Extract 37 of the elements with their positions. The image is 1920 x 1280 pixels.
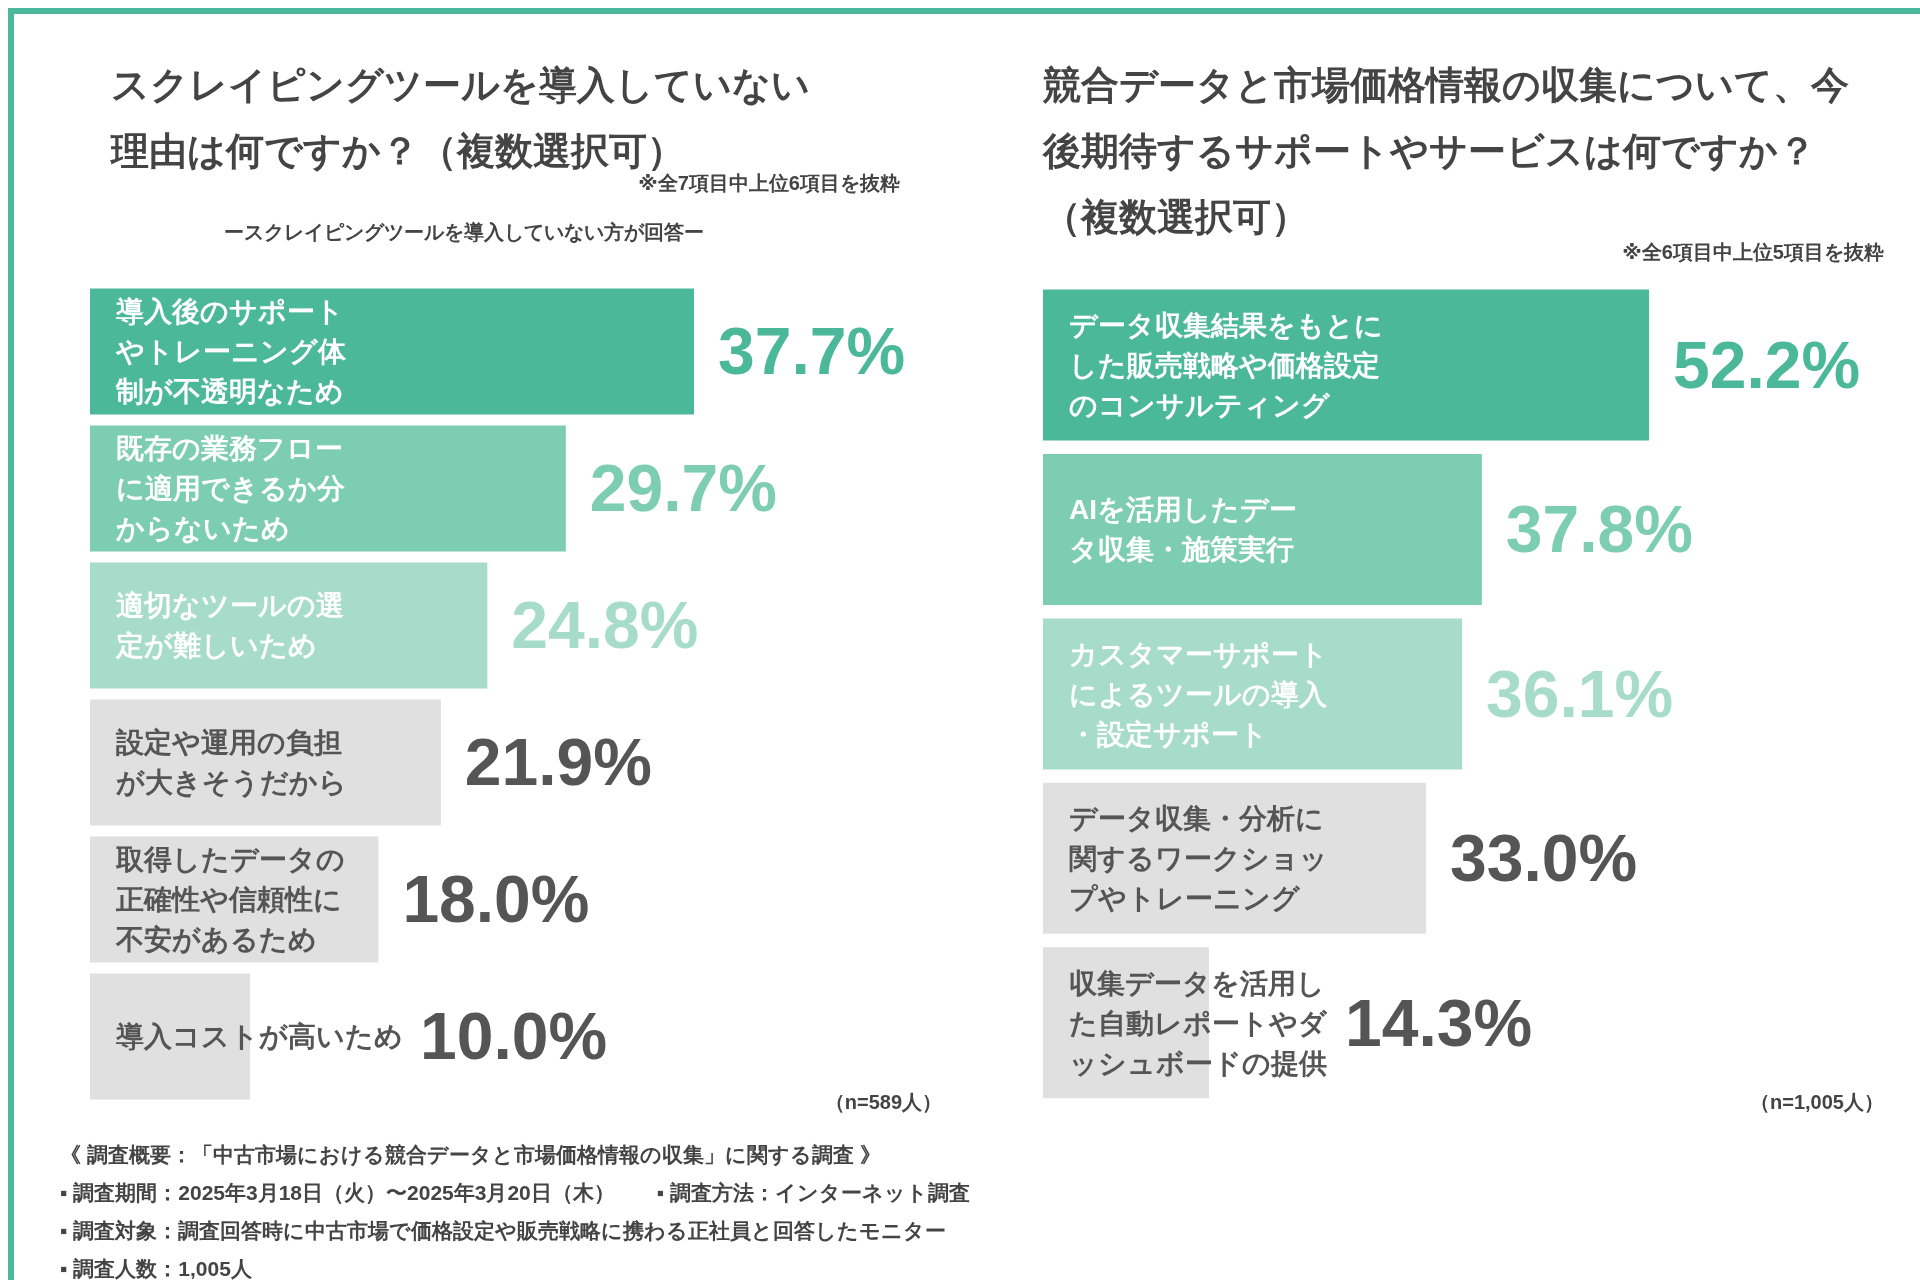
y-tick-label: AIを活用したデータ収集・施策実行 bbox=[1069, 493, 1297, 565]
text: ▪ 調査対象：調査回答時に中古市場で価格設定や販売戦略に携わる正社員と回答したモニター bbox=[60, 1218, 948, 1244]
bar bbox=[90, 288, 694, 415]
text: （n=1,005人） bbox=[1750, 1090, 1884, 1115]
data-label: 14.3% bbox=[1345, 985, 1533, 1060]
y-tick-label: カスタマーサポートによるツールの導入・設定サポート bbox=[1069, 638, 1328, 750]
data-label: 29.7% bbox=[589, 451, 777, 526]
y-tick-label: 適切なツールの選定が難しいため bbox=[115, 589, 344, 661]
y-tick-label: 収集データを活用した自動レポートやダッシュボードの提供 bbox=[1069, 967, 1328, 1079]
text: 《 調査概要：「中古市場における競合データと市場価格情報の収集」に関する調査 》 bbox=[60, 1142, 882, 1168]
data-label: 18.0% bbox=[402, 862, 590, 937]
chart-subtitle: ースクレイピングツールを導入していない方が回答ー bbox=[224, 220, 704, 245]
chart-title: 競合データと市場価格情報の収集について、今後期待するサポートやサービスは何ですか？（複数選択可） bbox=[1043, 64, 1849, 238]
data-label: 21.9% bbox=[464, 725, 653, 800]
y-tick-label: データ収集結果をもとにした販売戦略や価格設定のコンサルティング bbox=[1069, 309, 1383, 421]
y-tick-label: 設定や運用の負担が大きそうだから bbox=[115, 726, 347, 798]
text: ▪ 調査期間：2025年3月18日（火）〜2025年3月20日（木） ▪ 調査方法：インターネット調査 bbox=[60, 1180, 972, 1206]
bar bbox=[1043, 618, 1463, 770]
text: ※全6項目中上位5項目を抜粋 bbox=[1622, 240, 1884, 265]
y-tick-label: 導入後のサポートやトレーニング体制が不透明なため bbox=[115, 295, 347, 407]
y-tick-label: 取得したデータの正確性や信頼性に不安があるため bbox=[115, 843, 345, 955]
data-label: 33.0% bbox=[1450, 821, 1638, 896]
bar bbox=[1043, 453, 1482, 605]
data-label: 24.8% bbox=[511, 588, 699, 663]
y-tick-label: 導入コストが高いため bbox=[115, 1020, 403, 1052]
bar bbox=[90, 562, 488, 689]
data-label: 37.8% bbox=[1505, 492, 1693, 567]
y-tick-label: データ収集・分析に関するワークショップやトレーニング bbox=[1069, 802, 1328, 914]
text: ※全7項目中上位6項目を抜粋 bbox=[638, 172, 900, 196]
text: （n=589人） bbox=[824, 1090, 942, 1115]
text: ▪ 調査人数：1,005人 bbox=[60, 1256, 253, 1280]
data-label: 36.1% bbox=[1486, 656, 1674, 731]
bar bbox=[90, 973, 251, 1100]
data-label: 10.0% bbox=[420, 999, 608, 1074]
y-tick-label: 既存の業務フローに適用できるか分からないため bbox=[115, 432, 346, 544]
data-label: 37.7% bbox=[718, 314, 906, 389]
data-label: 52.2% bbox=[1673, 328, 1861, 403]
